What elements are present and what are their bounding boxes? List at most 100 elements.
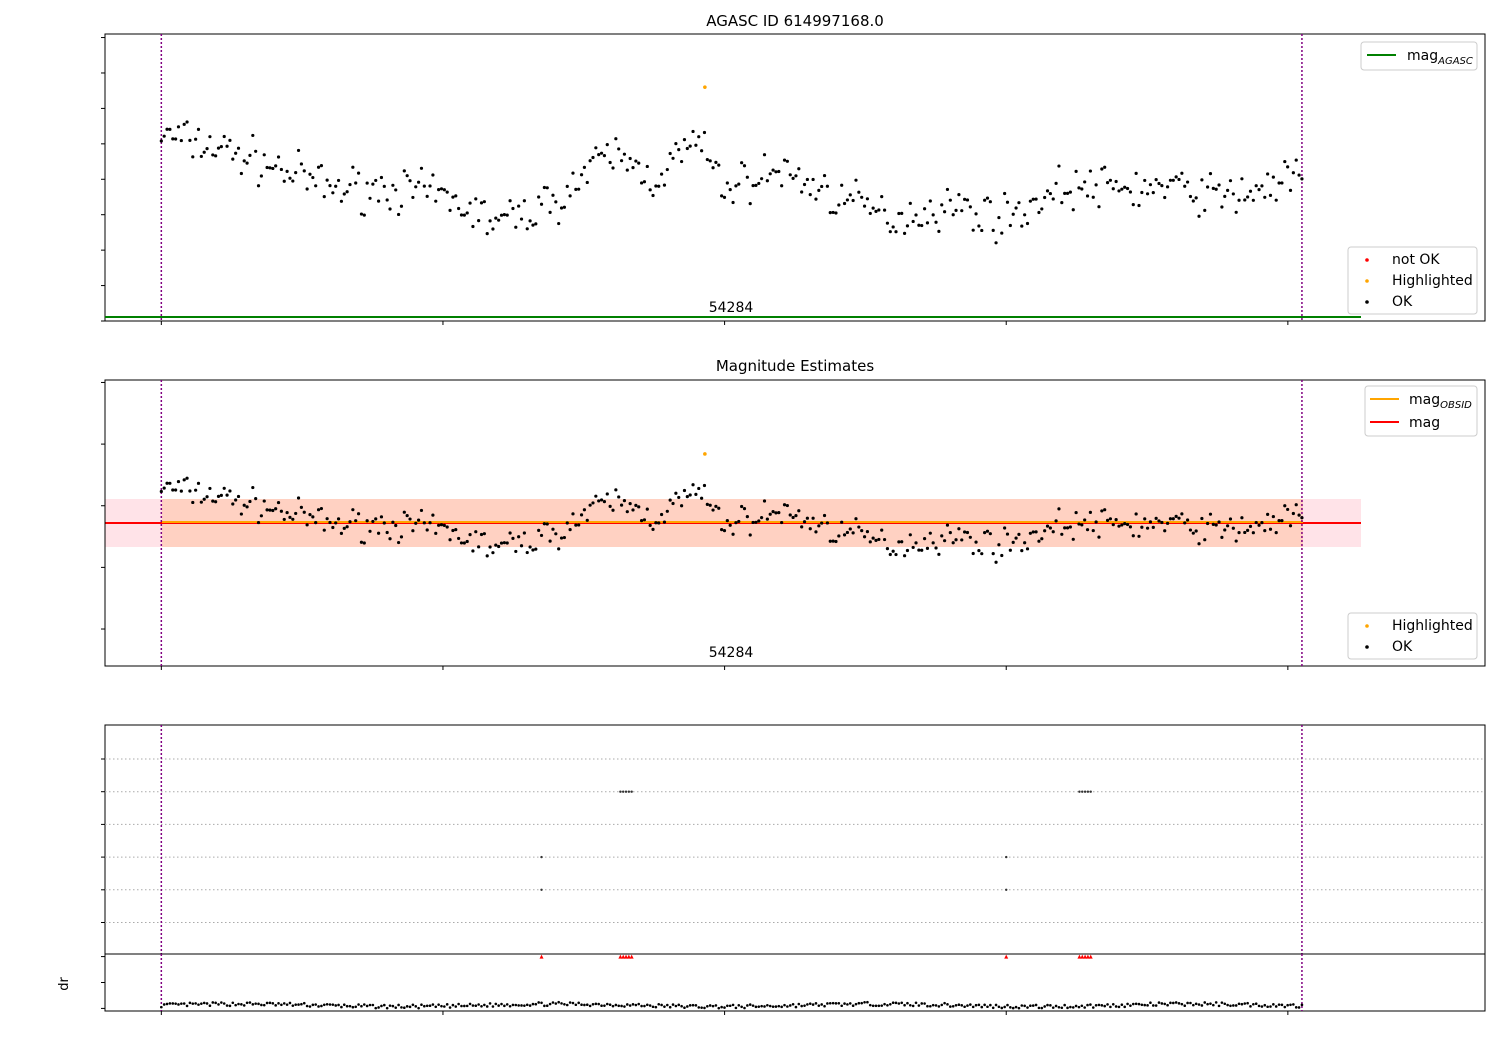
ok-point xyxy=(1003,191,1007,196)
ok-point xyxy=(1160,520,1164,525)
ok-point xyxy=(708,503,712,507)
ok-point xyxy=(602,154,607,158)
ok-point xyxy=(525,550,529,555)
ok-point xyxy=(199,154,203,159)
dr-point xyxy=(514,1003,518,1007)
ok-point xyxy=(365,519,369,523)
ok-point xyxy=(374,178,378,183)
dr-point xyxy=(265,1001,269,1005)
ok-point xyxy=(1226,188,1230,192)
flag-point xyxy=(1089,790,1092,793)
ok-point xyxy=(545,522,549,526)
ok-point xyxy=(265,508,269,512)
dr-point xyxy=(906,1001,909,1005)
ok-point xyxy=(537,528,541,532)
dr-point xyxy=(837,1001,841,1005)
dr-axis-label: dr xyxy=(57,977,72,991)
ok-point xyxy=(268,166,272,170)
dr-point xyxy=(714,1004,718,1007)
ok-point xyxy=(720,527,724,532)
ok-point xyxy=(780,520,784,525)
dr-point xyxy=(643,1004,646,1008)
ok-point xyxy=(251,133,255,138)
dr-point xyxy=(694,1004,698,1007)
ok-point xyxy=(894,552,898,557)
dr-point xyxy=(963,1005,966,1009)
ok-point xyxy=(1020,224,1024,228)
ok-point xyxy=(271,508,275,513)
ok-point xyxy=(551,527,555,531)
dr-point xyxy=(585,1003,589,1007)
ok-point xyxy=(448,538,452,542)
ok-point xyxy=(768,172,772,176)
ok-point xyxy=(485,554,489,558)
ok-point xyxy=(1065,191,1070,195)
ok-point xyxy=(760,516,764,520)
ok-point xyxy=(717,506,721,510)
ok-point xyxy=(714,504,718,508)
ok-point xyxy=(891,549,895,553)
ok-point xyxy=(228,489,232,493)
ok-point xyxy=(457,536,461,541)
ok-point xyxy=(917,548,921,552)
dr-point xyxy=(1129,1004,1132,1007)
ok-point xyxy=(754,520,758,524)
ok-point xyxy=(811,177,815,182)
ok-point xyxy=(748,533,752,537)
dr-point xyxy=(640,1004,643,1008)
dr-point xyxy=(977,1003,981,1007)
ok-point xyxy=(840,183,844,187)
ok-point xyxy=(765,517,769,521)
dr-point xyxy=(794,1005,798,1009)
ok-point xyxy=(1074,169,1078,173)
dr-point xyxy=(1026,1006,1029,1009)
dr-point xyxy=(1286,1003,1289,1007)
ok-point xyxy=(331,191,335,195)
ok-point xyxy=(194,137,198,141)
dr-point xyxy=(385,1006,389,1010)
ok-point xyxy=(1125,522,1130,527)
ok-point xyxy=(214,154,218,158)
dr-point xyxy=(743,1006,746,1010)
dr-point xyxy=(740,1005,743,1009)
dr-red-marker xyxy=(1088,954,1093,959)
ok-point xyxy=(702,483,707,488)
ok-point xyxy=(1057,507,1061,511)
dr-point xyxy=(1169,1001,1172,1005)
ok-point xyxy=(505,541,509,545)
ok-point xyxy=(711,508,715,512)
dr-point xyxy=(245,1001,249,1005)
dr-point xyxy=(711,1004,715,1008)
dr-point xyxy=(342,1003,346,1006)
dr-point xyxy=(688,1004,692,1007)
svg-text:magOBSID: magOBSID xyxy=(1409,392,1472,411)
dr-point xyxy=(800,1004,803,1008)
ok-point xyxy=(1008,548,1012,552)
ok-point xyxy=(482,532,486,536)
ok-point xyxy=(702,130,707,135)
ok-point xyxy=(854,178,858,182)
ok-point xyxy=(682,488,687,493)
dr-point xyxy=(763,1005,766,1008)
dr-point xyxy=(894,1001,898,1005)
ok-point xyxy=(805,177,809,182)
ok-point xyxy=(362,541,366,545)
flag-point xyxy=(619,790,622,793)
ok-point xyxy=(534,222,538,226)
dr-point xyxy=(517,1004,520,1007)
ok-point xyxy=(885,547,890,551)
ok-point xyxy=(225,144,229,148)
dr-point xyxy=(1189,1001,1192,1005)
dr-point xyxy=(1154,1004,1158,1007)
ok-point xyxy=(694,492,698,496)
dr-point xyxy=(291,1004,295,1007)
legend-ok-1: OK xyxy=(1392,294,1413,310)
ok-point xyxy=(737,519,741,524)
ok-point xyxy=(674,142,678,146)
ok-point xyxy=(882,537,887,542)
ok-point xyxy=(582,508,587,512)
ok-point xyxy=(997,543,1001,547)
ok-point xyxy=(219,493,223,497)
dr-point xyxy=(1049,1004,1052,1007)
ok-point xyxy=(731,200,735,205)
